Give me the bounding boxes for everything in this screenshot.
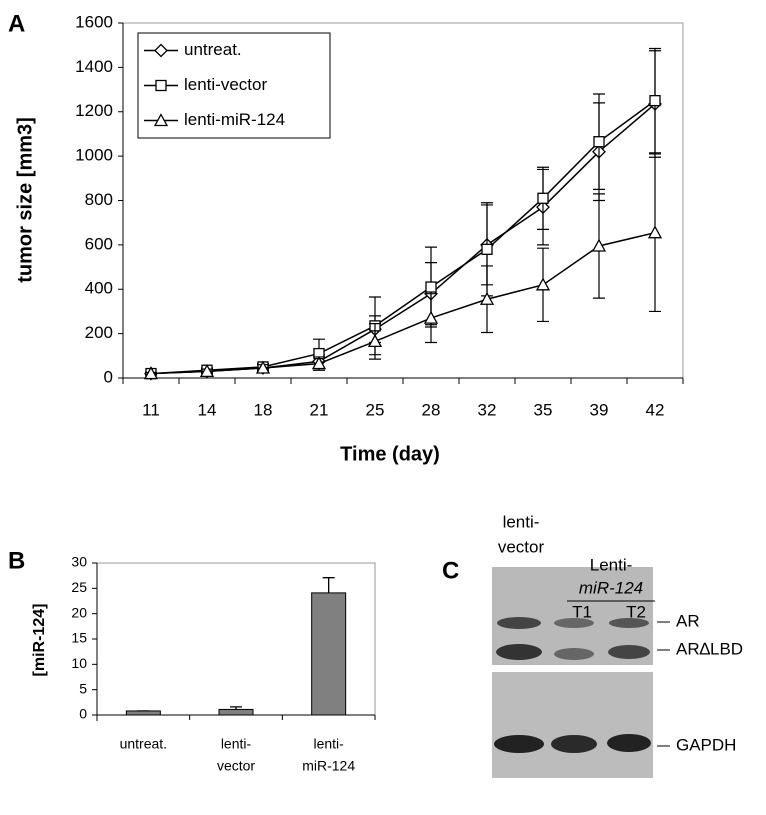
x-tick-label: miR-124 [302,758,355,774]
legend-label: lenti-miR-124 [184,110,285,129]
x-tick-label: untreat. [120,736,167,752]
y-tick-label: 1600 [75,12,113,31]
marker [649,95,661,107]
marker [425,281,437,293]
x-tick-label: lenti- [313,736,344,752]
marker [593,136,605,148]
x-tick-label: 42 [646,400,665,419]
error-bar [322,577,335,593]
x-tick-label: 35 [534,400,553,419]
x-tick-label: 28 [422,400,441,419]
x-tick-label: 11 [142,400,160,419]
marker [153,113,169,127]
series-line [150,231,656,375]
x-tick-label: vector [217,758,255,774]
lane-label: lenti- [503,512,540,531]
marker [647,225,663,239]
y-tick-label: 25 [71,579,87,595]
bar [218,708,254,716]
lane-label: T2 [626,602,646,621]
y-tick-label: 600 [85,234,113,253]
lane-label: T1 [572,602,592,621]
series-line [150,103,656,375]
marker [537,192,549,204]
marker [479,291,495,305]
x-axis-label: Time (day) [340,443,440,465]
band-label: AR [676,611,700,630]
marker [481,243,493,255]
lane-label: vector [498,537,545,556]
marker [255,360,271,374]
x-tick-label: 32 [478,400,497,419]
x-tick-label: 18 [254,400,273,419]
y-tick-label: 0 [79,706,87,722]
marker [423,310,439,324]
y-tick-label: 5 [79,680,87,696]
y-axis-label: [miR-124] [31,604,48,677]
group-label: miR-124 [579,578,643,597]
group-label: Lenti- [590,555,633,574]
band-label: AR∆LBD [676,639,743,658]
blot-image [492,567,670,778]
x-tick-label: 14 [198,400,217,419]
y-tick-label: 15 [71,630,87,646]
x-tick-label: lenti- [221,736,252,752]
x-tick-label: 25 [366,400,385,419]
y-axis-label: tumor size [mm3] [14,117,36,283]
y-tick-label: 0 [104,367,113,386]
plot-frame [123,22,684,378]
band-label: GAPDH [676,735,736,754]
y-tick-label: 10 [71,655,87,671]
y-tick-label: 1000 [75,146,113,165]
panel-label: C [442,557,459,584]
legend-label: lenti-vector [184,75,267,94]
x-tick-label: 39 [590,400,609,419]
bar [311,592,347,716]
legend-label: untreat. [184,40,242,59]
plot-frame [97,562,376,715]
marker [311,356,327,370]
y-tick-label: 200 [85,323,113,342]
marker [199,363,215,377]
y-tick-label: 800 [85,190,113,209]
y-tick-label: 1400 [75,57,113,76]
x-tick-label: 21 [310,400,329,419]
y-tick-label: 1200 [75,101,113,120]
marker [154,43,168,58]
marker [143,366,159,380]
bar [125,710,161,716]
marker [155,79,167,92]
marker [367,334,383,348]
marker [535,277,551,291]
panel-label: B [8,547,25,574]
y-tick-label: 30 [71,554,87,570]
panel-label: A [8,10,25,37]
series-line [150,100,656,375]
y-tick-label: 400 [85,279,113,298]
y-tick-label: 20 [71,604,87,620]
marker [591,238,607,252]
